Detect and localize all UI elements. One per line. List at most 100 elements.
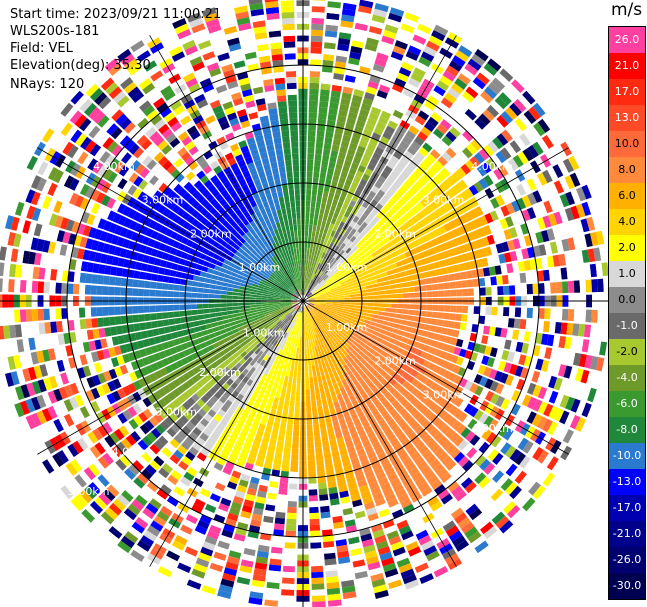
range-gate (448, 405, 459, 416)
range-gate (405, 269, 412, 276)
range-gate (324, 320, 330, 326)
range-gate (425, 338, 433, 346)
range-gate (321, 77, 332, 85)
range-gate (218, 324, 225, 331)
range-gate (310, 47, 322, 54)
range-gate (321, 265, 327, 272)
range-gate (309, 506, 319, 514)
range-gate (240, 351, 248, 358)
range-gate (467, 58, 482, 71)
range-gate (282, 318, 288, 324)
range-gate (320, 296, 327, 299)
range-gate (360, 533, 373, 542)
range-gate (79, 354, 88, 366)
range-gate (395, 313, 403, 319)
range-gate (58, 401, 69, 415)
range-gate (180, 476, 192, 487)
range-gate (293, 418, 300, 425)
range-gate (266, 335, 273, 342)
range-gate (389, 409, 399, 418)
range-gate (189, 574, 204, 585)
range-gate (331, 450, 340, 458)
range-gate (450, 289, 457, 297)
range-gate (361, 54, 374, 64)
range-gate (217, 477, 228, 486)
range-gate (364, 425, 373, 434)
range-gate (75, 331, 83, 342)
range-gate (303, 277, 305, 284)
range-gate (350, 137, 360, 145)
range-gate (471, 269, 479, 278)
range-gate (468, 485, 481, 498)
range-gate (72, 440, 84, 454)
range-gate (298, 312, 301, 319)
range-gate (215, 285, 222, 290)
range-gate (271, 469, 280, 477)
range-gate (161, 358, 170, 367)
range-gate (102, 306, 109, 316)
range-gate (424, 277, 432, 285)
range-gate (143, 305, 150, 313)
range-gate (132, 403, 143, 414)
range-gate (436, 252, 445, 261)
range-gate (183, 471, 195, 482)
range-gate (50, 361, 60, 374)
range-gate (442, 320, 450, 328)
range-gate (117, 257, 125, 267)
range-gate (324, 288, 331, 292)
range-gate (187, 369, 196, 378)
range-gate (282, 310, 289, 315)
range-gate (54, 374, 64, 387)
range-gate (449, 447, 461, 459)
range-gate (310, 329, 313, 336)
range-gate (445, 65, 460, 77)
range-gate (152, 401, 163, 412)
range-gate (399, 253, 407, 260)
range-gate (356, 233, 364, 241)
range-gate (244, 326, 251, 332)
ppi-velocity-plot: 1.00km2.00km3.00km4.00km1.00km2.00km3.00… (0, 0, 608, 607)
range-gate (336, 247, 343, 254)
range-gate (562, 158, 574, 173)
range-gate (355, 326, 362, 332)
range-gate (185, 421, 196, 431)
range-gate (424, 121, 436, 132)
range-gate (331, 414, 338, 422)
range-gate (62, 231, 71, 244)
range-gate (120, 306, 127, 315)
range-gate (107, 449, 119, 462)
range-gate (191, 286, 198, 293)
range-gate (551, 459, 564, 474)
range-gate (132, 460, 144, 472)
range-gate (308, 371, 313, 378)
range-gate (8, 309, 15, 323)
range-gate (437, 435, 448, 446)
range-gate (261, 346, 267, 353)
range-gate (317, 189, 323, 197)
range-gate (572, 323, 580, 336)
range-gate (312, 308, 317, 313)
range-gate (457, 151, 469, 163)
range-gate (363, 274, 370, 280)
range-gate (338, 556, 351, 565)
range-gate (479, 376, 488, 387)
range-gate (369, 275, 377, 281)
range-gate (381, 350, 389, 358)
range-gate (376, 228, 384, 236)
range-gate (310, 530, 321, 537)
range-gate (242, 368, 249, 376)
range-gate (191, 393, 200, 403)
range-gate (350, 547, 363, 557)
range-gate (306, 171, 313, 178)
range-gate (282, 571, 295, 579)
range-gate (462, 443, 473, 455)
range-gate (208, 303, 215, 308)
range-gate (308, 296, 314, 299)
range-gate (282, 344, 288, 351)
range-gate (367, 561, 381, 571)
range-gate (148, 337, 156, 346)
range-gate (42, 424, 54, 438)
range-gate (375, 259, 383, 266)
range-gate (67, 283, 74, 294)
range-gate (202, 482, 214, 493)
